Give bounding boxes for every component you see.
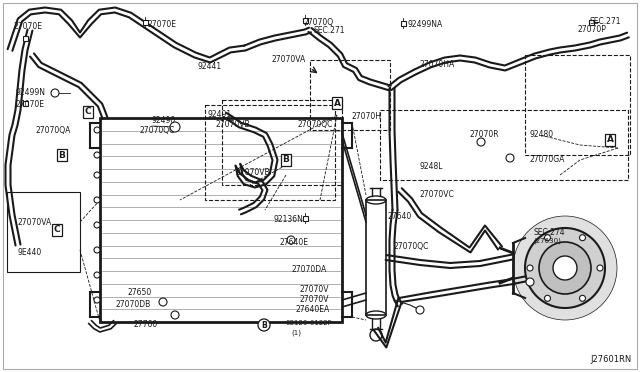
Text: 92480: 92480 [530, 130, 554, 139]
Text: 27650: 27650 [128, 288, 152, 297]
Circle shape [94, 127, 100, 133]
Text: 27070VC: 27070VC [420, 190, 455, 199]
Circle shape [94, 247, 100, 253]
Text: 27070QA: 27070QA [35, 126, 70, 135]
Bar [401, 20, 406, 26]
Text: 27070E: 27070E [13, 22, 42, 31]
Bar [380, 110, 628, 180]
Text: 9E440: 9E440 [17, 248, 41, 257]
Text: 27070GA: 27070GA [530, 155, 565, 164]
Circle shape [477, 138, 485, 146]
Text: SEC.271: SEC.271 [313, 26, 344, 35]
Text: 27070DB: 27070DB [115, 300, 150, 309]
Text: 92490: 92490 [152, 116, 176, 125]
Circle shape [545, 295, 550, 301]
Text: 92491: 92491 [208, 110, 232, 119]
Bar [366, 200, 386, 315]
Bar [222, 100, 342, 185]
Circle shape [526, 278, 534, 286]
Text: 27070VA: 27070VA [17, 218, 51, 227]
Circle shape [545, 235, 550, 241]
Text: 27070QC: 27070QC [298, 120, 333, 129]
Text: 27070VB: 27070VB [216, 120, 251, 129]
Text: C: C [84, 108, 92, 116]
Text: 27070HA: 27070HA [420, 60, 455, 69]
Text: 27070Q: 27070Q [304, 18, 334, 27]
Text: 27070DA: 27070DA [292, 265, 327, 274]
Text: 27760: 27760 [133, 320, 157, 329]
Text: 92499N: 92499N [15, 88, 45, 97]
Text: 9248L: 9248L [420, 162, 444, 171]
Text: 08120-6122F: 08120-6122F [285, 320, 332, 326]
Text: B: B [283, 155, 289, 164]
Text: A: A [607, 135, 614, 144]
Circle shape [94, 297, 100, 303]
Circle shape [506, 154, 514, 162]
Circle shape [171, 311, 179, 319]
Circle shape [94, 152, 100, 158]
Text: 27070VB: 27070VB [235, 168, 269, 177]
Bar [303, 17, 307, 22]
Circle shape [94, 172, 100, 178]
Text: 92499NA: 92499NA [408, 20, 444, 29]
Circle shape [51, 89, 59, 97]
Text: 27640: 27640 [388, 212, 412, 221]
Circle shape [94, 197, 100, 203]
Circle shape [539, 242, 591, 294]
Circle shape [597, 265, 603, 271]
Bar [22, 35, 28, 41]
Circle shape [527, 265, 533, 271]
Text: C: C [54, 225, 60, 234]
Circle shape [553, 256, 577, 280]
Text: 27070E: 27070E [15, 100, 44, 109]
Text: SEC.271: SEC.271 [589, 17, 621, 26]
Text: B: B [59, 151, 65, 160]
Text: (27630): (27630) [533, 238, 561, 244]
Bar [143, 19, 147, 25]
Bar [22, 100, 28, 106]
Text: J27601RN: J27601RN [590, 355, 631, 364]
Text: B: B [261, 321, 267, 330]
Bar [100, 118, 342, 322]
Bar [7, 192, 80, 272]
Text: A: A [333, 99, 340, 108]
Bar [303, 215, 307, 221]
Text: 92441: 92441 [198, 62, 222, 71]
Bar [589, 19, 593, 25]
Circle shape [94, 272, 100, 278]
Text: 27070P: 27070P [578, 25, 607, 34]
Text: 27070QC: 27070QC [140, 126, 175, 135]
Text: SEC.274: SEC.274 [533, 228, 564, 237]
Bar [525, 55, 630, 155]
Circle shape [579, 295, 586, 301]
Text: 27070H: 27070H [352, 112, 382, 121]
Circle shape [513, 216, 617, 320]
Text: 27070V: 27070V [299, 285, 328, 294]
Circle shape [159, 298, 167, 306]
Circle shape [416, 306, 424, 314]
Text: 27640E: 27640E [279, 238, 308, 247]
Text: 27070V: 27070V [299, 295, 328, 304]
Circle shape [287, 236, 295, 244]
Bar [310, 60, 390, 130]
Bar [205, 105, 335, 200]
Text: 27070R: 27070R [470, 130, 500, 139]
Text: 27640EA: 27640EA [295, 305, 329, 314]
Circle shape [170, 122, 180, 132]
Circle shape [525, 228, 605, 308]
Text: 27070QC: 27070QC [393, 242, 428, 251]
Text: 27070VA: 27070VA [272, 55, 307, 64]
Circle shape [579, 235, 586, 241]
Text: 27070E: 27070E [148, 20, 177, 29]
Circle shape [94, 222, 100, 228]
Text: 92136N: 92136N [273, 215, 303, 224]
Text: (1): (1) [291, 330, 301, 337]
